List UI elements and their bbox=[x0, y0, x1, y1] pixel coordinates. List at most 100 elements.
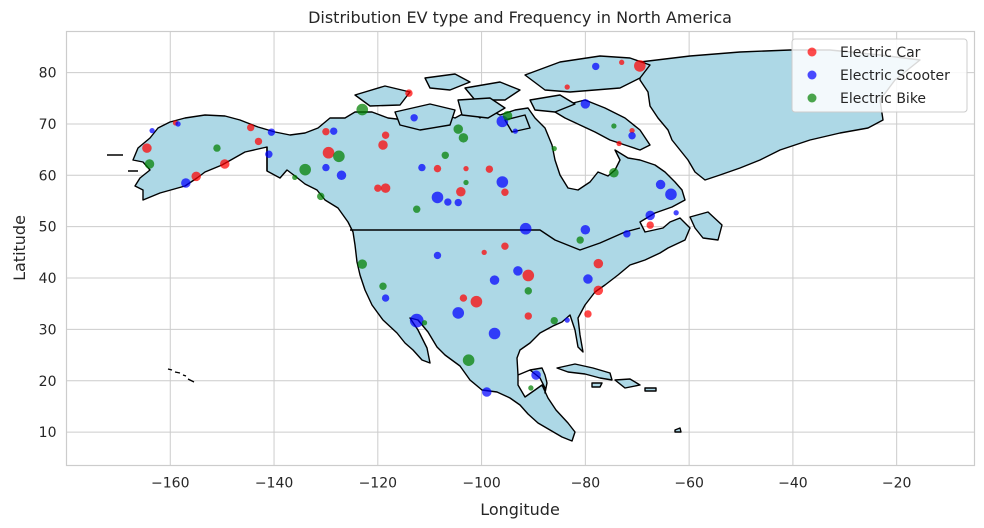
x-tick-label: −40 bbox=[778, 476, 808, 492]
point-electric-bike bbox=[551, 145, 557, 152]
point-electric-scooter bbox=[454, 198, 462, 207]
x-axis-label: Longitude bbox=[480, 500, 560, 519]
point-electric-car bbox=[246, 123, 255, 132]
point-electric-scooter bbox=[267, 128, 276, 136]
point-electric-bike bbox=[524, 287, 532, 295]
point-electric-bike bbox=[421, 320, 428, 326]
point-electric-scooter bbox=[418, 163, 426, 172]
point-electric-car bbox=[524, 312, 532, 320]
x-axis-ticks: −160 −140 −120 −100 −80 −60 −40 −20 bbox=[151, 476, 911, 492]
x-tick-label: −20 bbox=[882, 476, 912, 492]
point-electric-car bbox=[593, 258, 604, 269]
point-electric-bike bbox=[413, 205, 421, 213]
point-electric-car bbox=[191, 171, 201, 182]
x-tick-label: −60 bbox=[674, 476, 704, 492]
point-electric-car bbox=[522, 269, 535, 282]
point-electric-scooter bbox=[513, 266, 523, 276]
point-electric-car bbox=[459, 294, 468, 302]
legend-marker-car bbox=[807, 47, 817, 57]
arctic-island-1 bbox=[464, 81, 521, 101]
point-electric-car bbox=[646, 221, 654, 229]
y-axis-ticks: 10 20 30 40 50 60 70 80 bbox=[39, 66, 57, 442]
point-electric-bike bbox=[213, 144, 221, 152]
x-tick-label: −120 bbox=[359, 476, 397, 492]
arctic-island-5 bbox=[457, 97, 506, 119]
point-electric-scooter bbox=[496, 176, 509, 188]
point-electric-car bbox=[142, 143, 152, 153]
cuba bbox=[556, 363, 613, 381]
point-electric-bike bbox=[144, 159, 155, 169]
point-electric-car bbox=[616, 140, 622, 147]
point-electric-car bbox=[374, 184, 382, 192]
point-electric-scooter bbox=[665, 188, 677, 201]
hispaniola bbox=[614, 378, 641, 389]
point-electric-scooter bbox=[336, 170, 347, 181]
point-electric-car bbox=[322, 127, 330, 136]
point-electric-bike bbox=[299, 163, 311, 176]
puerto-rico bbox=[644, 387, 657, 392]
point-electric-scooter bbox=[433, 251, 442, 260]
point-electric-bike bbox=[462, 354, 475, 367]
x-tick-label: −80 bbox=[571, 476, 601, 492]
aleutian-chain bbox=[107, 154, 138, 172]
point-electric-scooter bbox=[673, 210, 679, 216]
point-electric-bike bbox=[502, 110, 513, 121]
point-electric-car bbox=[584, 310, 592, 318]
point-electric-bike bbox=[356, 103, 369, 116]
point-electric-scooter bbox=[149, 127, 155, 134]
jamaica bbox=[591, 382, 603, 388]
point-electric-scooter bbox=[623, 230, 631, 238]
point-electric-scooter bbox=[488, 327, 501, 340]
legend: Electric Car Electric Scooter Electric B… bbox=[791, 38, 968, 113]
point-electric-scooter bbox=[628, 132, 636, 140]
plot-frame bbox=[65, 30, 976, 467]
arctic-island-4 bbox=[394, 103, 456, 131]
point-electric-bike bbox=[317, 192, 325, 201]
point-electric-scooter bbox=[452, 307, 465, 319]
point-electric-scooter bbox=[410, 114, 418, 122]
point-electric-car bbox=[405, 89, 413, 97]
legend-label-scooter: Electric Scooter bbox=[840, 68, 950, 84]
x-tick-label: −140 bbox=[255, 476, 293, 492]
point-electric-bike bbox=[528, 385, 534, 391]
point-electric-scooter bbox=[482, 387, 492, 397]
chart-title: Distribution EV type and Frequency in No… bbox=[308, 8, 732, 27]
point-electric-scooter bbox=[431, 191, 444, 204]
legend-label-car: Electric Car bbox=[840, 45, 921, 61]
point-electric-car bbox=[470, 295, 483, 308]
legend-box bbox=[791, 38, 968, 113]
baffin-island bbox=[554, 99, 651, 151]
point-electric-car bbox=[433, 164, 442, 173]
point-electric-scooter bbox=[330, 127, 338, 135]
y-tick-label: 30 bbox=[39, 322, 57, 338]
point-electric-car bbox=[501, 242, 509, 250]
point-electric-bike bbox=[463, 179, 469, 186]
point-electric-bike bbox=[550, 316, 558, 325]
newfoundland bbox=[689, 211, 723, 241]
x-tick-label: −160 bbox=[151, 476, 189, 492]
point-electric-scooter bbox=[322, 163, 330, 172]
point-electric-car bbox=[456, 186, 466, 197]
arctic-island-2 bbox=[424, 73, 471, 91]
point-electric-car bbox=[501, 188, 509, 196]
point-electric-bike bbox=[609, 167, 619, 178]
trinidad bbox=[674, 427, 682, 433]
y-tick-label: 50 bbox=[39, 220, 57, 236]
point-electric-bike bbox=[576, 236, 584, 244]
point-electric-car bbox=[593, 285, 604, 296]
point-electric-bike bbox=[357, 259, 367, 269]
legend-marker-bike bbox=[807, 93, 817, 103]
point-electric-car bbox=[634, 60, 646, 72]
point-electric-scooter bbox=[512, 128, 518, 134]
y-tick-label: 70 bbox=[39, 117, 57, 133]
point-electric-scooter bbox=[381, 294, 390, 302]
point-electric-car bbox=[254, 137, 263, 146]
ellesmere-island bbox=[524, 55, 651, 93]
y-tick-label: 40 bbox=[39, 271, 57, 287]
data-points bbox=[142, 59, 679, 397]
point-electric-car bbox=[378, 140, 388, 150]
point-electric-bike bbox=[458, 133, 469, 143]
point-electric-scooter bbox=[409, 313, 424, 328]
point-electric-scooter bbox=[564, 317, 570, 323]
